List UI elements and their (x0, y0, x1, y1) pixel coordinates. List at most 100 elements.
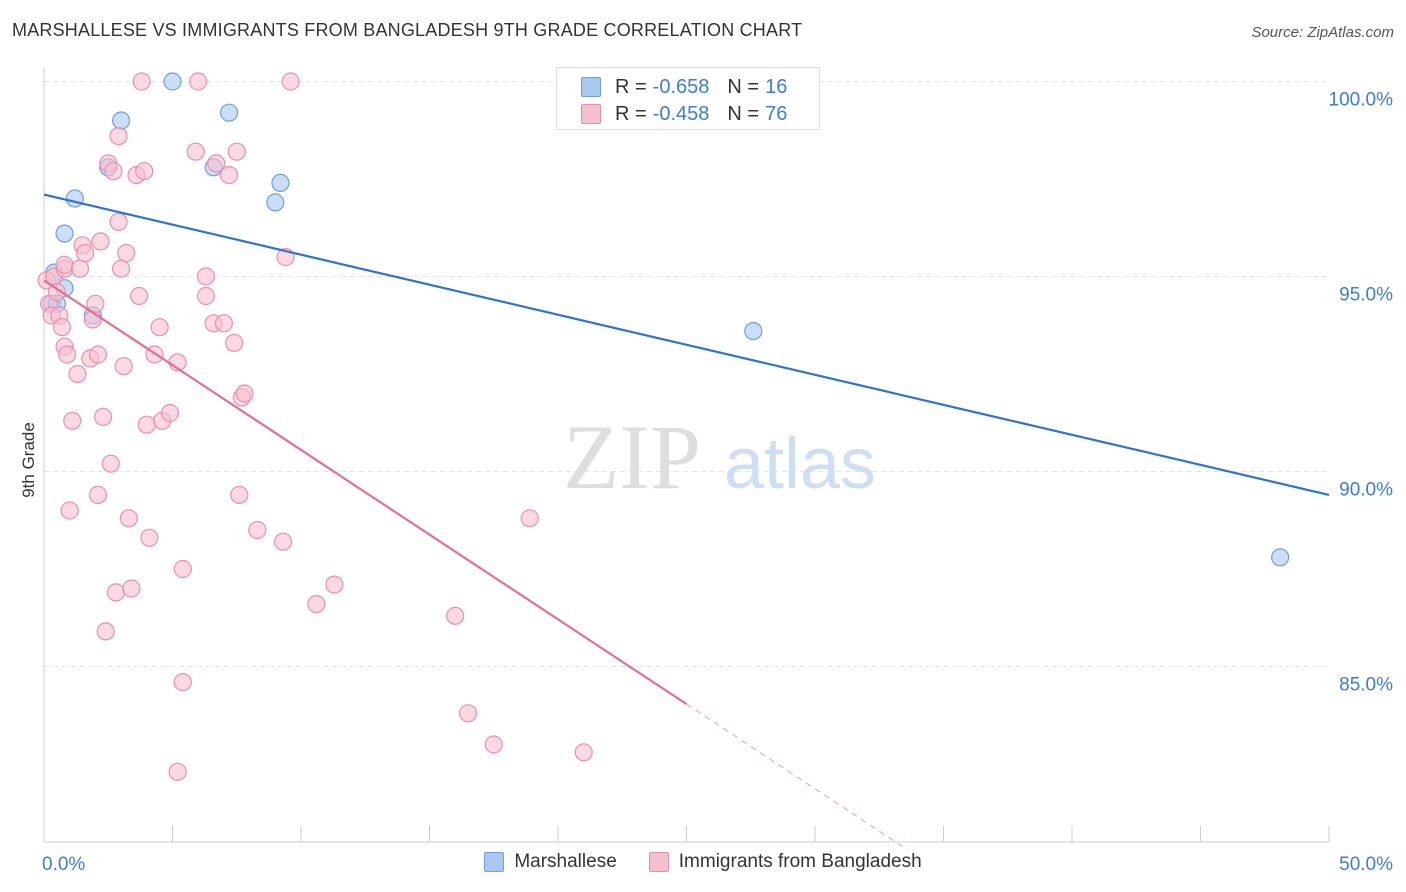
bangladesh-point (119, 509, 138, 528)
bangladesh-point (122, 579, 141, 598)
bangladesh-point (104, 162, 123, 181)
bangladesh-point (325, 575, 344, 594)
tick-labels: 100.0% 95.0% 90.0% 85.0% 0.0% 50.0% (42, 90, 1393, 876)
bangladesh-point (235, 384, 254, 403)
bangladesh-point (307, 594, 326, 614)
bangladesh-point (230, 485, 249, 504)
data-points (37, 72, 1290, 781)
bangladesh-point (68, 364, 87, 384)
r-value: -0.458 (652, 102, 710, 125)
bangladesh-point (86, 294, 105, 313)
bangladesh-point (96, 622, 115, 641)
chart-title: MARSHALLESE VS IMMIGRANTS FROM BANGLADES… (12, 20, 803, 40)
marshallese-point (744, 322, 763, 341)
bangladesh-point (88, 345, 108, 364)
bangladesh-trend-line-extension (686, 703, 908, 851)
bangladesh-point (150, 318, 169, 337)
x-tick-label: 0.0% (42, 854, 85, 875)
axes (43, 68, 1330, 843)
legend-swatch-blue (484, 852, 505, 872)
bangladesh-point (140, 528, 159, 547)
bangladesh-point (132, 72, 151, 91)
r-label: R = (615, 102, 647, 125)
bangladesh-point (196, 286, 216, 306)
bangladesh-point (173, 559, 192, 579)
bangladesh-point (88, 485, 108, 504)
bangladesh-point (63, 411, 82, 430)
y-tick-label: 100.0% (1329, 90, 1394, 111)
bangladesh-point (47, 283, 66, 302)
bangladesh-point (117, 244, 136, 263)
bangladesh-point (94, 407, 113, 426)
bangladesh-point (189, 72, 208, 91)
legend-swatch-pink (648, 852, 669, 872)
marshallese-point (1271, 548, 1290, 567)
bangladesh-point (186, 142, 205, 161)
legend-label: Immigrants from Bangladesh (678, 851, 922, 872)
y-tick-label: 85.0% (1339, 675, 1393, 696)
trend-lines (43, 193, 1330, 851)
r-label: R = (615, 75, 647, 98)
marshallese-point (271, 173, 290, 192)
marshallese-point (65, 189, 84, 208)
marshallese-trend-line (43, 193, 1330, 496)
bangladesh-point (227, 142, 246, 161)
bangladesh-point (196, 267, 216, 286)
legend-item-marshallese[interactable]: Marshallese (484, 851, 617, 873)
bangladesh-point (55, 255, 74, 274)
marshallese-point (266, 193, 285, 212)
bangladesh-point (173, 672, 192, 692)
stats-legend: R = -0.658 N = 16 R = -0.458 N = 76 (556, 67, 820, 130)
bangladesh-point (91, 232, 110, 251)
bangladesh-point (160, 403, 180, 423)
bangladesh-point (101, 454, 120, 473)
legend-swatch-pink (581, 104, 601, 124)
marshallese-point (219, 103, 239, 122)
source-label: Source: ZipAtlas.com (1251, 24, 1394, 41)
n-value: 76 (765, 102, 788, 125)
marshallese-point (111, 111, 131, 130)
bangladesh-point (109, 212, 128, 231)
legend-item-bangladesh[interactable]: Immigrants from Bangladesh (648, 851, 922, 873)
bangladesh-point (60, 501, 79, 520)
marshallese-point (55, 224, 74, 243)
bangladesh-point (207, 154, 226, 173)
bangladesh-point (129, 286, 149, 306)
bangladesh-point (70, 259, 90, 278)
bangladesh-point (225, 333, 244, 352)
bangladesh-point (76, 244, 95, 263)
legend-label: Marshallese (514, 851, 617, 872)
bangladesh-point (135, 162, 154, 181)
legend-row-marshallese: R = -0.658 N = 16 (581, 73, 805, 101)
bangladesh-point (484, 735, 503, 754)
bangladesh-point (214, 314, 233, 333)
n-label: N = (727, 102, 760, 125)
bangladesh-point (446, 606, 465, 625)
bangladesh-point (58, 345, 77, 364)
y-axis-label: 9th Grade (19, 422, 38, 498)
n-label: N = (727, 75, 760, 98)
bangladesh-point (281, 72, 300, 91)
bangladesh-point (574, 743, 593, 762)
bangladesh-point (52, 318, 72, 337)
bangladesh-point (168, 762, 187, 781)
series-legend: Marshallese Immigrants from Bangladesh (0, 851, 1406, 873)
bangladesh-point (219, 166, 239, 185)
bangladesh-point (520, 509, 539, 528)
bangladesh-point (114, 357, 133, 376)
bangladesh-point (111, 259, 131, 278)
watermark: ZIP atlas (563, 406, 876, 508)
bangladesh-point (106, 583, 126, 602)
n-value: 16 (765, 75, 788, 98)
bangladesh-trend-line (43, 279, 688, 705)
bangladesh-point (273, 532, 293, 551)
bangladesh-point (137, 415, 156, 434)
x-tick-label: 50.0% (1339, 854, 1393, 875)
bangladesh-point (109, 127, 128, 146)
marshallese-point (163, 72, 182, 91)
legend-row-bangladesh: R = -0.458 N = 76 (581, 100, 805, 128)
y-tick-label: 95.0% (1339, 285, 1393, 306)
bangladesh-point (458, 704, 478, 723)
r-value: -0.658 (652, 75, 710, 98)
